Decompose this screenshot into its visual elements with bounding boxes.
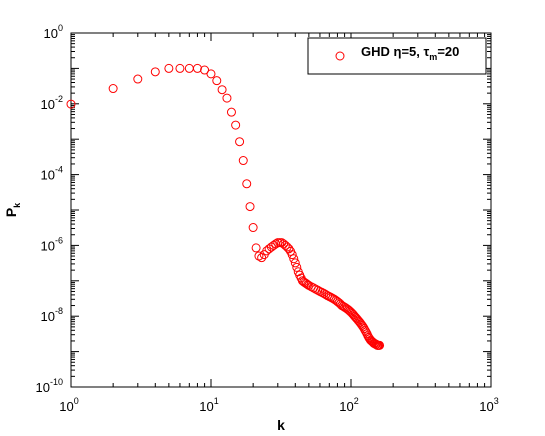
data-point [231,120,241,130]
data-point [304,280,314,290]
legend-label: GHD η=5, τm=20 [361,44,459,62]
data-point [301,279,311,289]
y-axis-label-group: Pk [3,202,22,217]
data-point [206,69,216,79]
data-point [254,251,264,261]
y-tick-label: 10-4 [41,165,63,183]
data-point [251,243,261,253]
data-point [248,223,258,233]
legend: GHD η=5, τm=20 [307,37,487,75]
data-points [66,63,385,350]
data-point [264,244,274,254]
data-point [257,253,267,263]
data-point [242,179,252,189]
data-point [222,93,232,103]
x-axis-label: k [277,417,285,433]
data-point [280,240,290,250]
x-tick-label: 103 [479,396,498,414]
data-point [356,319,366,329]
data-point [289,254,299,264]
data-point [217,85,227,95]
y-tick-label: 10-8 [41,306,63,324]
y-tick-label: 100 [44,23,63,41]
data-point [292,262,302,272]
y-tick-label: 10-2 [41,94,63,112]
x-tick-label: 101 [199,396,218,414]
data-point [226,107,236,117]
x-tick-label: 100 [59,396,78,414]
legend-box [307,37,487,75]
data-point [200,65,210,75]
data-point [150,67,160,77]
y-axis-label: Pk [3,202,22,217]
y-tick-label: 10-10 [36,377,63,395]
data-point [290,258,300,268]
data-point [329,294,339,304]
data-point [212,76,222,86]
data-point [108,84,118,94]
data-point [192,63,202,73]
data-point [245,202,255,212]
data-point [175,63,185,73]
data-point [235,137,245,147]
axis-ticks: 100 101 102 103 100 10-2 10-4 10-6 10-8 10-10 [36,23,499,414]
data-point [238,156,248,166]
data-point [375,340,385,350]
data-point [133,74,143,84]
plot-area [70,32,492,388]
legend-marker [335,51,345,61]
data-point [66,99,76,109]
x-tick-label: 102 [339,396,358,414]
data-point [287,250,297,260]
data-point [164,63,174,73]
y-tick-label: 10-6 [41,235,63,253]
